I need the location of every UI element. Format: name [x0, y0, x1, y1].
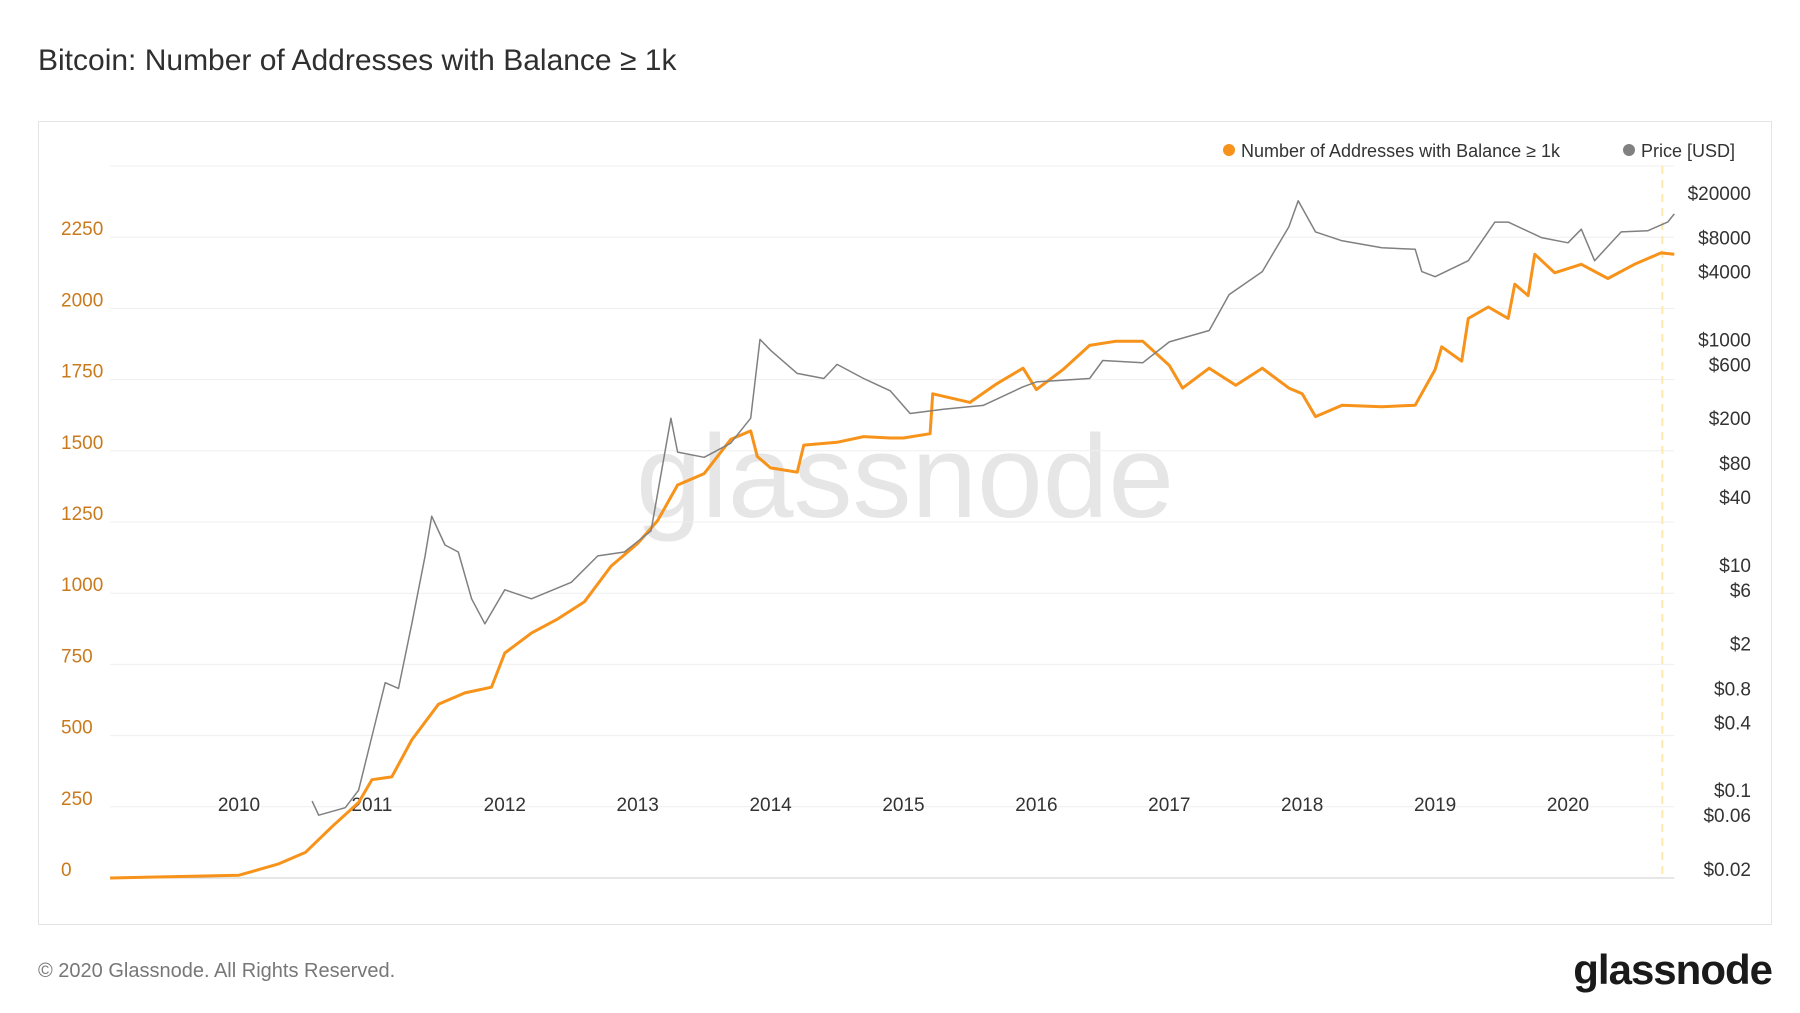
y-right-tick-label: $0.8 [1714, 679, 1751, 700]
watermark: glassnode [636, 411, 1174, 543]
glassnode-logo: glassnode [1573, 946, 1773, 993]
price-line [311, 200, 1675, 816]
y-right-tick-label: $0.02 [1703, 860, 1751, 881]
y-left-tick-label: 1250 [61, 504, 103, 525]
copyright: © 2020 Glassnode. All Rights Reserved. [38, 960, 396, 982]
x-tick-label: 2020 [1547, 795, 1589, 816]
legend-marker-0 [1223, 144, 1235, 156]
y-left-tick-label: 2000 [61, 290, 103, 311]
y-right-tick-label: $40 [1719, 488, 1751, 509]
chart-title: Bitcoin: Number of Addresses with Balanc… [38, 44, 677, 77]
y-left-tick-label: 0 [61, 860, 72, 881]
y-right-tick-label: $200 [1709, 409, 1751, 430]
x-tick-label: 2019 [1414, 795, 1456, 816]
y-right-tick-label: $10 [1719, 556, 1751, 577]
y-right-tick-label: $4000 [1698, 263, 1751, 284]
x-tick-label: 2013 [617, 795, 659, 816]
y-left-tick-label: 750 [61, 646, 93, 667]
chart-container: glassnode 0 250 500 750 1000 1250 1500 1750 2000… [38, 121, 1772, 925]
y-left-tick-label: 1500 [61, 433, 103, 454]
y-right-tick-label: $80 [1719, 454, 1751, 475]
y-right-tick-label: $1000 [1698, 330, 1751, 351]
y-left-tick-label: 1750 [61, 362, 103, 383]
y-right-tick-label: $2 [1730, 635, 1751, 656]
chart-svg: glassnode 0 250 500 750 1000 1250 1500 1750 2000… [61, 141, 1751, 881]
legend-label: Price [USD] [1641, 141, 1735, 161]
x-tick-label: 2010 [218, 795, 260, 816]
x-tick-label: 2012 [484, 795, 526, 816]
x-tick-label: 2011 [351, 795, 392, 816]
legend-marker-1 [1623, 144, 1635, 156]
y-right-tick-label: $8000 [1698, 229, 1751, 250]
x-tick-label: 2018 [1281, 795, 1323, 816]
y-right-tick-label: $600 [1709, 355, 1751, 376]
x-tick-label: 2017 [1148, 795, 1190, 816]
y-left-tick-label: 250 [61, 789, 93, 810]
x-tick-label: 2016 [1015, 795, 1057, 816]
x-tick-label: 2014 [749, 795, 792, 816]
x-tick-label: 2015 [882, 795, 924, 816]
y-left-tick-label: 1000 [61, 575, 103, 596]
y-right-tick-label: $6 [1730, 581, 1751, 602]
y-right-tick-label: $20000 [1688, 184, 1751, 205]
y-right-tick-label: $0.1 [1714, 781, 1751, 802]
y-left-tick-label: 500 [61, 718, 93, 739]
y-right-tick-label: $0.4 [1714, 713, 1751, 734]
addresses-line [110, 251, 1675, 880]
y-left-tick-label: 2250 [61, 219, 103, 240]
legend-label: Number of Addresses with Balance ≥ 1k [1241, 141, 1561, 161]
y-right-tick-label: $0.06 [1703, 806, 1751, 827]
